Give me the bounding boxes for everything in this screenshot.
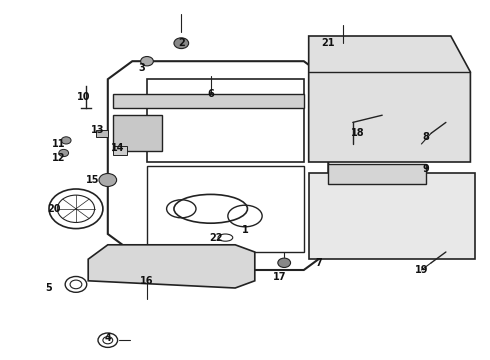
Text: 5: 5 [46,283,52,293]
Text: 3: 3 [139,63,146,73]
Text: 11: 11 [52,139,66,149]
Text: 1: 1 [242,225,248,235]
Bar [96,130,108,137]
Text: 20: 20 [47,204,61,214]
Text: 8: 8 [423,132,430,142]
Polygon shape [309,173,475,259]
Bar [113,115,162,151]
Bar [328,164,426,184]
Text: 22: 22 [209,233,222,243]
Text: 13: 13 [91,125,105,135]
Circle shape [174,38,189,49]
Text: 17: 17 [272,272,286,282]
Text: 7: 7 [315,258,322,268]
Text: 12: 12 [52,153,66,163]
Text: 9: 9 [423,164,430,174]
Text: 14: 14 [111,143,124,153]
Polygon shape [88,245,255,288]
Circle shape [59,149,69,157]
Bar [113,146,127,155]
Text: 10: 10 [76,92,90,102]
Text: 18: 18 [351,128,365,138]
Polygon shape [309,36,470,162]
Text: 2: 2 [178,38,185,48]
Circle shape [61,137,71,144]
Text: 19: 19 [415,265,428,275]
Text: 21: 21 [321,38,335,48]
Text: 16: 16 [140,276,154,286]
Text: 4: 4 [104,333,111,343]
Circle shape [141,57,153,66]
Text: 15: 15 [86,175,100,185]
Text: 6: 6 [207,89,214,99]
Circle shape [278,258,291,267]
Circle shape [99,174,117,186]
Bar [113,94,304,108]
